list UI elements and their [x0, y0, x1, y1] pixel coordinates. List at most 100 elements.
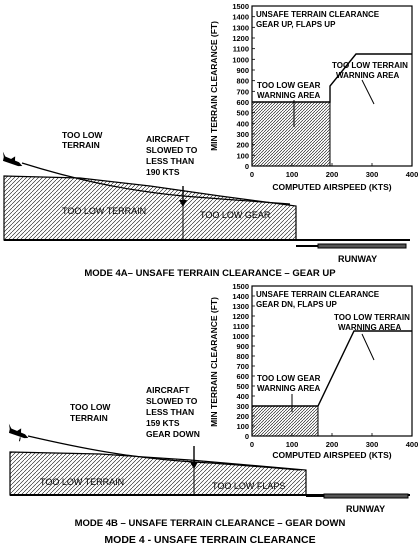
- chart-a-ytick-label: 1500: [232, 2, 249, 11]
- label-too-low-terrain-2: TERRAIN: [70, 413, 108, 423]
- chart-a-title-2: GEAR UP, FLAPS UP: [256, 20, 336, 29]
- chart-b-ytick-label: 100: [236, 422, 249, 431]
- arrow-head-a: [179, 200, 187, 207]
- chart-a-ytick-label: 300: [236, 130, 249, 139]
- runway-b: [323, 493, 409, 499]
- chart-a: UNSAFE TERRAIN CLEARANCE GEAR UP, FLAPS …: [209, 2, 418, 192]
- label-too-low-terrain-1: TOO LOW: [70, 402, 111, 412]
- chart-b-xtick-label: 0: [250, 440, 254, 449]
- chart-b-title-1: UNSAFE TERRAIN CLEARANCE: [256, 290, 380, 299]
- label-too-low-terrain-1: TOO LOW: [62, 130, 103, 140]
- chart-b-ytick-label: 300: [236, 402, 249, 411]
- label-aircraft-4: 190 KTS: [146, 167, 180, 177]
- chart-b-ticks: 0100200300400500600700800900100011001200…: [232, 282, 418, 449]
- chart-b-xtick-label: 300: [366, 440, 379, 449]
- chart-a-ytick-label: 800: [236, 77, 249, 86]
- chart-b-ytick-label: 1300: [232, 302, 249, 311]
- chart-b-ytick-label: 900: [236, 342, 249, 351]
- chart-a-terrain-1: TOO LOW TERRAIN: [332, 61, 408, 70]
- chart-a-terrain-2: WARNING AREA: [336, 71, 399, 80]
- chart-b-xtick-label: 200: [326, 440, 339, 449]
- chart-b-ytick-label: 400: [236, 392, 249, 401]
- chart-a-terrain-area: [330, 54, 412, 166]
- label-aircraft-1: AIRCRAFT: [146, 385, 190, 395]
- chart-a-ytick-label: 500: [236, 109, 249, 118]
- label-aircraft-2: SLOWED TO: [146, 145, 198, 155]
- aircraft-icon: [8, 423, 29, 442]
- chart-a-ytick-label: 1100: [233, 45, 249, 54]
- region-label-gear-a: TOO LOW GEAR: [200, 210, 271, 220]
- panel-b: TOO LOW TERRAIN AIRCRAFT SLOWED TO LESS …: [8, 282, 418, 546]
- chart-a-xtick-label: 100: [286, 170, 299, 179]
- chart-b-ytick-label: 1400: [232, 292, 249, 301]
- label-aircraft-2: SLOWED TO: [146, 396, 198, 406]
- chart-a-ytick-label: 100: [236, 151, 249, 160]
- chart-b-terrain-2: WARNING AREA: [338, 323, 401, 332]
- chart-b-title-2: GEAR DN, FLAPS UP: [256, 300, 338, 309]
- label-aircraft-3: LESS THAN: [146, 407, 194, 417]
- chart-b-boundary: [252, 330, 412, 407]
- chart-a-ytick-label: 900: [236, 66, 249, 75]
- region-label-flaps-b: TOO LOW FLAPS: [212, 481, 285, 491]
- chart-b-ytick-label: 1200: [232, 312, 249, 321]
- chart-b-ytick-label: 700: [236, 362, 249, 371]
- chart-a-ytick-label: 1200: [232, 34, 249, 43]
- chart-b-ytick-label: 200: [236, 412, 249, 421]
- runway-a: [317, 243, 407, 249]
- chart-b: UNSAFE TERRAIN CLEARANCE GEAR DN, FLAPS …: [209, 282, 418, 460]
- chart-b-terrain-leader: [361, 333, 375, 361]
- chart-a-ytick-label: 0: [245, 162, 249, 171]
- chart-b-ytick-label: 1100: [233, 322, 249, 331]
- chart-b-gear-2: WARNING AREA: [257, 384, 320, 393]
- chart-a-xtick-label: 300: [366, 170, 379, 179]
- chart-b-gear-1: TOO LOW GEAR: [257, 374, 321, 383]
- terrain-region-a: [3, 175, 297, 241]
- label-aircraft-3: LESS THAN: [146, 156, 194, 166]
- caption-a: MODE 4A– UNSAFE TERRAIN CLEARANCE – GEAR…: [84, 268, 336, 279]
- chart-a-ylabel: MIN TERRAIN CLEARANCE (FT): [209, 21, 219, 151]
- arrow-head-b: [190, 462, 198, 469]
- chart-b-gear-area: [252, 406, 318, 436]
- label-aircraft-1: AIRCRAFT: [146, 134, 190, 144]
- chart-b-ytick-label: 800: [236, 352, 249, 361]
- chart-b-ylabel: MIN TERRAIN CLEARANCE (FT): [209, 297, 219, 427]
- label-too-low-terrain-2: TERRAIN: [62, 140, 100, 150]
- chart-a-gear-1: TOO LOW GEAR: [257, 81, 321, 90]
- aircraft-icon: [2, 151, 23, 167]
- runway-label-b: RUNWAY: [346, 504, 385, 514]
- chart-b-ytick-label: 1000: [232, 332, 249, 341]
- runway-label-a: RUNWAY: [338, 254, 377, 264]
- chart-b-xtick-label: 100: [286, 440, 299, 449]
- region-label-terrain-a: TOO LOW TERRAIN: [62, 206, 146, 216]
- chart-b-ytick-label: 1500: [232, 282, 249, 291]
- chart-b-xlabel: COMPUTED AIRSPEED (KTS): [272, 450, 391, 460]
- chart-a-ytick-label: 700: [236, 87, 249, 96]
- chart-a-xtick-label: 0: [250, 170, 254, 179]
- chart-b-xtick-label: 400: [406, 440, 419, 449]
- chart-a-ytick-label: 400: [236, 119, 249, 128]
- caption-b: MODE 4B – UNSAFE TERRAIN CLEARANCE – GEA…: [75, 518, 346, 529]
- chart-b-ytick-label: 0: [245, 432, 249, 441]
- label-aircraft-4: 159 KTS: [146, 418, 180, 428]
- chart-b-terrain-1: TOO LOW TERRAIN: [334, 313, 410, 322]
- region-label-terrain-b: TOO LOW TERRAIN: [40, 477, 124, 487]
- chart-a-xtick-label: 200: [326, 170, 339, 179]
- chart-b-ytick-label: 600: [236, 372, 249, 381]
- chart-a-ytick-label: 1400: [232, 13, 249, 22]
- chart-b-ytick-label: 500: [236, 382, 249, 391]
- figure-title: MODE 4 - UNSAFE TERRAIN CLEARANCE: [104, 534, 315, 546]
- chart-a-gear-area: [252, 102, 330, 166]
- panel-a: TOO LOW TERRAIN AIRCRAFT SLOWED TO LESS …: [2, 2, 418, 279]
- chart-a-ytick-label: 200: [236, 141, 249, 150]
- chart-a-xtick-label: 400: [406, 170, 419, 179]
- chart-a-gear-2: WARNING AREA: [257, 91, 320, 100]
- chart-a-title-1: UNSAFE TERRAIN CLEARANCE: [256, 10, 380, 19]
- label-aircraft-5: GEAR DOWN: [146, 429, 200, 439]
- chart-a-xlabel: COMPUTED AIRSPEED (KTS): [272, 182, 391, 192]
- chart-a-ytick-label: 600: [236, 98, 249, 107]
- chart-a-ticks: 0100200300400500600700800900100011001200…: [232, 2, 418, 179]
- chart-a-ytick-label: 1000: [232, 55, 249, 64]
- chart-a-terrain-leader: [361, 79, 375, 105]
- chart-a-ytick-label: 1300: [232, 23, 249, 32]
